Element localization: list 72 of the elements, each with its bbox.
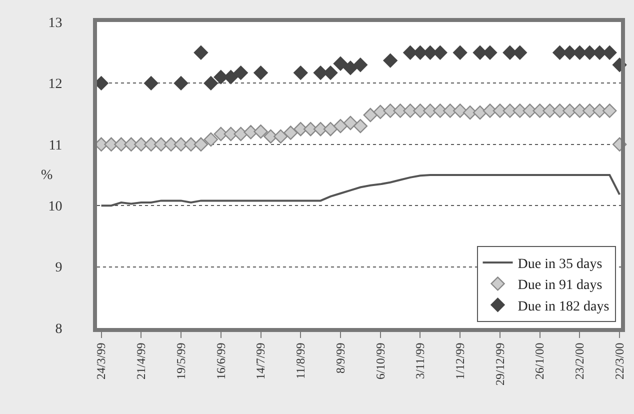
point bbox=[144, 76, 158, 90]
point bbox=[323, 122, 338, 136]
point bbox=[234, 126, 248, 142]
x-tick-label: 19/5/99 bbox=[174, 342, 188, 380]
point bbox=[214, 70, 228, 84]
x-tick-label: 11/8/99 bbox=[294, 342, 308, 380]
point bbox=[194, 137, 208, 152]
point bbox=[333, 118, 348, 134]
point bbox=[433, 46, 448, 60]
x-tick-label: 22/3/00 bbox=[612, 342, 626, 380]
point bbox=[254, 124, 268, 139]
legend-label: Due in 35 days bbox=[518, 256, 602, 272]
y-tick-label: 12 bbox=[48, 77, 62, 92]
x-tick-label: 6/10/99 bbox=[373, 342, 388, 380]
point bbox=[144, 137, 158, 152]
point bbox=[174, 76, 188, 90]
point bbox=[423, 46, 438, 60]
legend-label: Due in 91 days bbox=[518, 278, 602, 294]
point bbox=[552, 46, 567, 60]
point bbox=[333, 56, 348, 71]
point bbox=[294, 122, 308, 136]
x-tick-label: 29/12/99 bbox=[492, 342, 507, 386]
point bbox=[453, 46, 468, 60]
point bbox=[373, 104, 388, 120]
y-tick-label: 9 bbox=[55, 260, 62, 276]
x-tick-label: 8/9/99 bbox=[333, 342, 348, 374]
point bbox=[204, 132, 218, 147]
point bbox=[562, 46, 577, 60]
point bbox=[343, 116, 358, 130]
point bbox=[274, 129, 288, 144]
point bbox=[602, 104, 617, 118]
x-tick-label: 3/11/99 bbox=[413, 342, 428, 380]
point bbox=[413, 46, 428, 60]
point bbox=[204, 76, 218, 90]
point bbox=[572, 46, 587, 60]
x-tick-label: 1/12/99 bbox=[453, 342, 467, 380]
point bbox=[592, 46, 607, 60]
point bbox=[104, 137, 118, 152]
x-tick-label: 26/1/00 bbox=[532, 342, 547, 380]
y-tick-label: 11 bbox=[48, 138, 62, 154]
point bbox=[254, 66, 268, 80]
point bbox=[403, 46, 418, 60]
point bbox=[294, 66, 308, 80]
x-tick-label: 14/7/99 bbox=[254, 342, 268, 380]
point bbox=[512, 104, 527, 118]
y-tick-label: 8 bbox=[55, 322, 62, 337]
point bbox=[343, 60, 358, 75]
x-tick-label: 16/6/99 bbox=[214, 342, 228, 380]
line-series bbox=[100, 174, 621, 207]
point bbox=[363, 108, 378, 122]
point bbox=[194, 46, 208, 60]
point bbox=[453, 104, 468, 118]
point bbox=[264, 129, 278, 144]
x-tick-label: 21/4/99 bbox=[134, 342, 148, 380]
point bbox=[602, 46, 617, 60]
x-tick-label: 24/3/99 bbox=[94, 342, 108, 380]
point bbox=[582, 46, 597, 60]
point bbox=[353, 58, 368, 72]
point bbox=[124, 137, 138, 152]
y-tick-label: 10 bbox=[48, 200, 62, 214]
point bbox=[224, 70, 238, 84]
legend-label: Due in 182 days bbox=[518, 299, 610, 314]
point bbox=[383, 53, 398, 68]
point bbox=[234, 66, 248, 80]
point bbox=[284, 126, 298, 140]
y-axis-title: % bbox=[41, 168, 53, 183]
point bbox=[353, 118, 368, 134]
x-tick-label: 23/2/00 bbox=[572, 342, 587, 380]
y-tick-label: 13 bbox=[48, 16, 62, 31]
point bbox=[134, 137, 148, 152]
point bbox=[512, 46, 527, 60]
point bbox=[114, 137, 128, 152]
